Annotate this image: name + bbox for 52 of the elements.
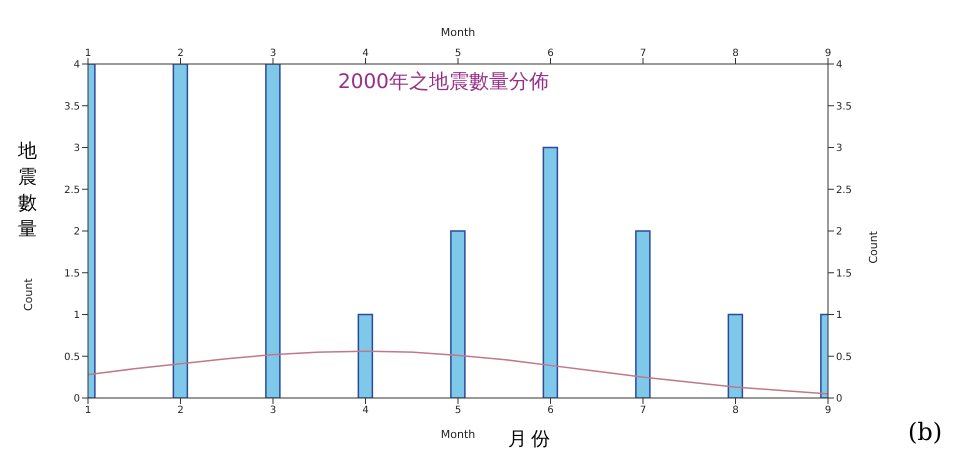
y2-tick-label: 0 xyxy=(836,394,842,405)
x-tick-label: 1 xyxy=(84,48,92,59)
x-tick-label: 6 xyxy=(547,48,554,59)
bar xyxy=(172,64,188,398)
y-tick-label: 0.5 xyxy=(64,352,80,363)
y-tick-label: 3 xyxy=(74,143,80,154)
line-series xyxy=(88,350,828,395)
y2-tick-label: 4 xyxy=(836,60,842,71)
x2-axis-title: Month xyxy=(440,26,476,39)
bar xyxy=(358,314,374,398)
y-tick-label: 0 xyxy=(74,394,80,405)
y2-tick-label: 1.5 xyxy=(836,268,852,280)
y-tick-label: 3.5 xyxy=(64,101,80,112)
x2-tick-label: 9 xyxy=(824,405,832,416)
y2-tick-label: 3.5 xyxy=(836,101,852,112)
x-tick-label: 4 xyxy=(362,48,369,59)
y2-tick-label: 3 xyxy=(836,143,842,154)
x-tick-label: 7 xyxy=(640,48,646,59)
x-tick-label: 3 xyxy=(270,48,276,59)
y-tick-label: 2 xyxy=(74,226,80,238)
x2-tick-label: 7 xyxy=(640,405,646,416)
bar xyxy=(635,230,651,398)
x-tick-label: 2 xyxy=(177,48,184,59)
x2-tick-label: 6 xyxy=(547,405,554,416)
x2-tick-label: 2 xyxy=(177,405,184,416)
y2-axis-title: Count xyxy=(866,230,880,264)
x2-tick-label: 8 xyxy=(732,405,739,416)
y2-tick-label: 0.5 xyxy=(836,352,852,363)
bar xyxy=(542,146,558,398)
text: 月份 xyxy=(508,427,554,452)
x2-tick-label: 1 xyxy=(84,405,92,416)
x2-tick-label: 3 xyxy=(270,405,276,416)
x2-tick-label: 4 xyxy=(362,405,369,416)
x2-tick-label: 5 xyxy=(454,405,462,416)
y-tick-label: 1.5 xyxy=(64,268,80,280)
y-axis-title: Count xyxy=(22,278,35,311)
y2-tick-label: 1 xyxy=(836,310,842,322)
y-tick-label: 1 xyxy=(74,310,80,322)
text: (b) xyxy=(908,418,942,446)
y-tick-label: 4 xyxy=(74,60,80,71)
x-tick-label: 8 xyxy=(732,48,739,59)
text: 地震數量 xyxy=(18,139,38,242)
x-tick-label: 9 xyxy=(824,48,832,59)
chart-title: 2000年之地震數量分佈 xyxy=(338,68,549,95)
bar xyxy=(265,64,281,398)
x-tick-label: 5 xyxy=(454,48,462,59)
y2-tick-label: 2 xyxy=(836,226,842,238)
y2-tick-label: 2.5 xyxy=(836,184,852,196)
bar xyxy=(728,314,744,398)
bar xyxy=(450,230,466,398)
y-tick-label: 2.5 xyxy=(64,184,80,196)
x-axis-title: Month xyxy=(440,428,476,441)
